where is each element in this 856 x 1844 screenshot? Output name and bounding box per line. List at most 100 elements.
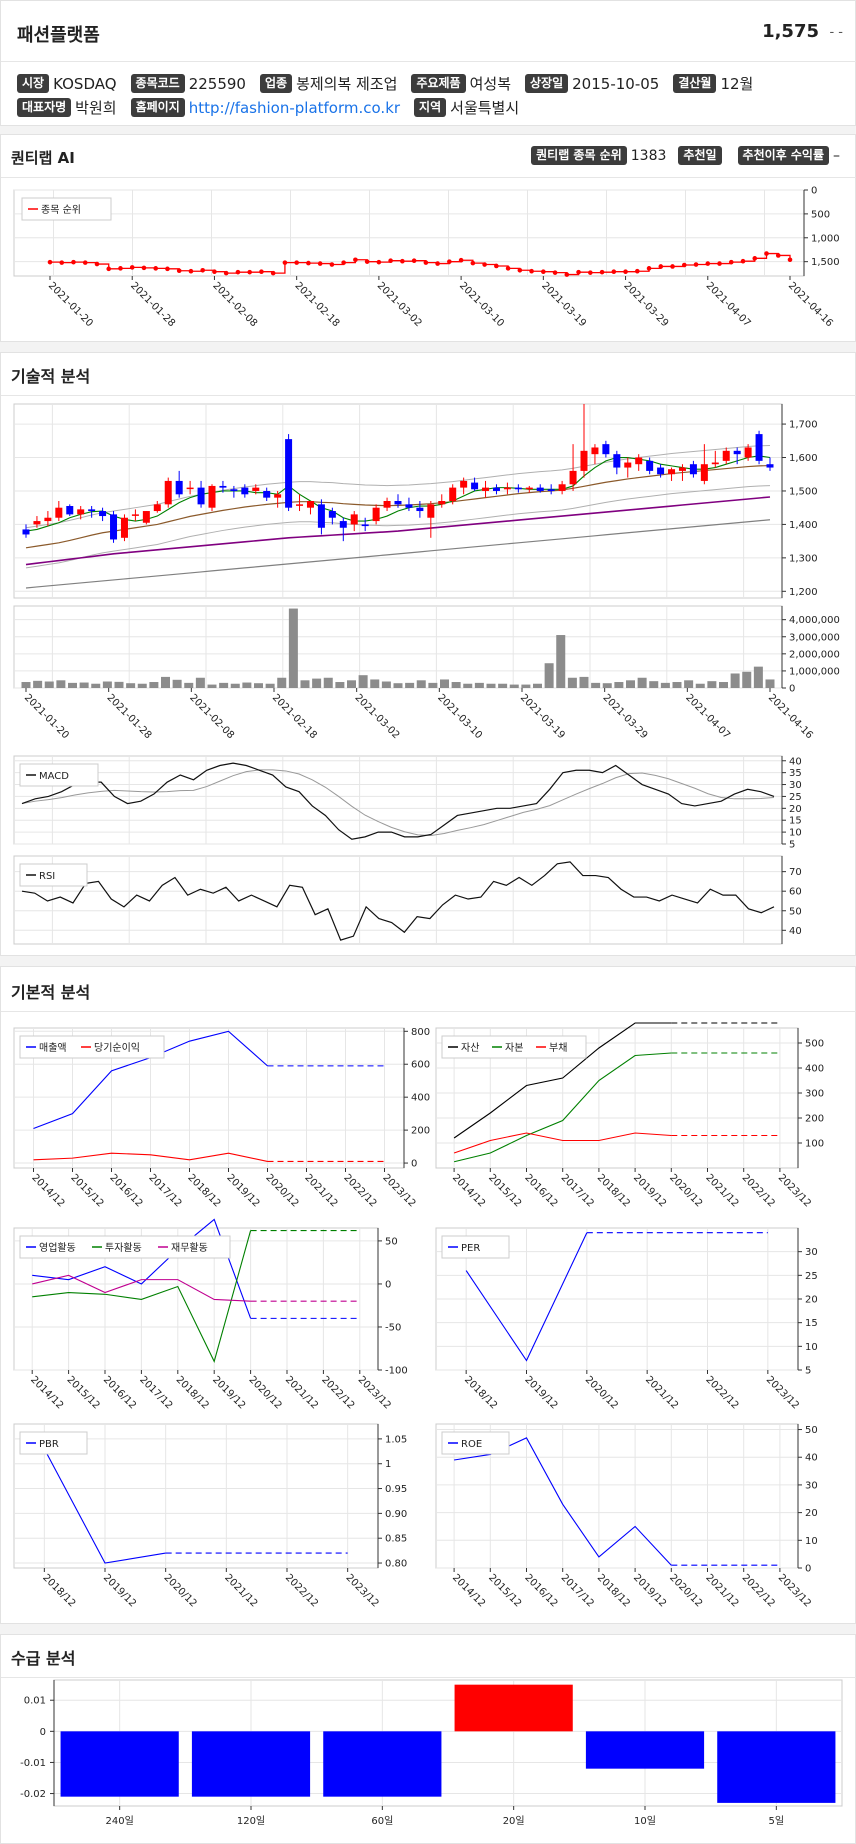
stock-price: 1,575 xyxy=(762,21,819,42)
sales-ytick-label: 200 xyxy=(411,1126,430,1137)
rsi-line xyxy=(21,861,775,941)
rank-point xyxy=(329,262,335,267)
rank-point xyxy=(212,269,217,275)
volume-bar xyxy=(672,682,682,688)
per-legend-label: PER xyxy=(461,1243,480,1254)
price-candle xyxy=(514,487,522,490)
cashflow-legend-label: 재무활동 xyxy=(171,1241,208,1254)
rank-xtick-label: 2021-03-19 xyxy=(539,280,588,329)
sales-xtick-label: 2023/12 xyxy=(380,1172,417,1209)
price-candle xyxy=(624,462,632,468)
pbr-xtick-label: 2023/12 xyxy=(344,1572,381,1609)
volume-bar xyxy=(591,682,601,688)
volume-bar xyxy=(254,683,263,688)
price-ytick-label: 1,500 xyxy=(789,486,818,497)
volume-bar xyxy=(312,678,322,688)
macd-line xyxy=(21,762,775,840)
supply-bar xyxy=(585,1731,705,1769)
pbr-ytick-label: 1 xyxy=(385,1459,391,1470)
price-candle xyxy=(689,464,697,475)
pbr-xtick-label: 2020/12 xyxy=(162,1572,199,1609)
volume-bar xyxy=(358,675,368,688)
assets-legend-label: 자산 xyxy=(461,1042,479,1054)
rank-xtick-label: 2021-02-08 xyxy=(210,280,259,329)
roe-xtick-label: 2017/12 xyxy=(559,1572,596,1609)
rank-legend-label: 종목 순위 xyxy=(41,203,81,216)
rank-point xyxy=(71,259,76,265)
rank-xtick-label: 2021-04-07 xyxy=(704,280,753,329)
roe-ytick-label: 30 xyxy=(805,1480,818,1491)
sales-ytick-label: 800 xyxy=(411,1027,430,1038)
cashflow-ytick-label: 50 xyxy=(385,1236,398,1247)
price-ytick-label: 1,700 xyxy=(789,420,818,431)
sales-xtick-label: 2018/12 xyxy=(185,1172,222,1209)
supply-bar xyxy=(60,1731,179,1797)
fiscal-value: 12월 xyxy=(720,75,754,93)
per-ytick-label: 30 xyxy=(805,1247,818,1258)
assets-xtick-label: 2018/12 xyxy=(595,1172,632,1209)
price-candle xyxy=(131,514,139,516)
ceo-value: 박원희 xyxy=(75,99,117,117)
rank-tag: 퀀티랩 종목 순위 xyxy=(531,146,627,165)
roe-xtick-label: 2016/12 xyxy=(522,1572,559,1609)
volume-xtick-label: 2021-03-10 xyxy=(435,692,484,741)
price-candle xyxy=(44,517,52,522)
cashflow-xtick-label: 2021/12 xyxy=(283,1374,320,1411)
rsi-legend-label: RSI xyxy=(39,871,55,882)
supply-bar xyxy=(717,1731,836,1803)
rank-point xyxy=(47,259,53,265)
price-candle xyxy=(471,482,479,490)
macd-legend-label: MACD xyxy=(39,771,69,782)
volume-bar xyxy=(405,682,415,688)
roe-ytick-label: 40 xyxy=(805,1453,818,1464)
roe-ytick-label: 0 xyxy=(805,1564,811,1575)
rank-point xyxy=(400,258,405,264)
ceo-tag: 대표자명 xyxy=(17,98,72,117)
supply-divider xyxy=(1,1677,856,1678)
cashflow-legend-label: 투자활동 xyxy=(105,1241,142,1254)
price-ytick-label: 1,600 xyxy=(789,453,818,464)
roe-xtick-label: 2019/12 xyxy=(631,1572,668,1609)
rank-value: 1383 xyxy=(630,147,667,164)
rank-xtick-label: 2021-03-29 xyxy=(621,280,670,329)
price-candle xyxy=(449,487,457,501)
price-candle xyxy=(153,504,161,512)
macd-ytick-label: 20 xyxy=(789,804,802,815)
volume-bar xyxy=(463,683,473,688)
roe-ytick-label: 50 xyxy=(805,1425,818,1436)
rank-point xyxy=(247,269,252,275)
per-ytick-label: 15 xyxy=(805,1318,818,1329)
roe-xtick-label: 2015/12 xyxy=(486,1572,523,1609)
volume-bar xyxy=(765,679,775,688)
volume-ytick-label: 3,000,000 xyxy=(789,632,840,643)
sales-xtick-label: 2019/12 xyxy=(224,1172,261,1209)
pbr-xtick-label: 2019/12 xyxy=(101,1572,138,1609)
cashflow-xtick-label: 2022/12 xyxy=(319,1374,356,1411)
price-candle xyxy=(296,504,304,506)
price-candle xyxy=(274,494,282,498)
price-candle xyxy=(197,487,205,505)
rank-xtick-label: 2021-02-18 xyxy=(293,280,342,329)
rank-xtick-label: 2021-03-02 xyxy=(375,280,424,329)
assets-ytick-label: 100 xyxy=(805,1139,824,1150)
price-candle xyxy=(416,507,424,512)
rank-point xyxy=(259,269,264,275)
rank-point xyxy=(223,270,229,276)
price-candle xyxy=(558,484,566,491)
sales-legend-label: 매출액 xyxy=(39,1042,67,1054)
price-candle xyxy=(678,467,686,471)
per-ytick-label: 10 xyxy=(805,1342,818,1353)
homepage-link[interactable]: http://fashion-platform.co.kr xyxy=(188,98,401,117)
cashflow-xtick-label: 2017/12 xyxy=(137,1374,174,1411)
price-ma60 xyxy=(25,496,771,566)
assets-series-1 xyxy=(453,1052,672,1163)
rank-point xyxy=(118,266,123,271)
volume-xtick-label: 2021-04-07 xyxy=(683,692,732,741)
rank-point xyxy=(59,260,65,265)
cashflow-xtick-label: 2015/12 xyxy=(64,1374,101,1411)
rank-point xyxy=(658,264,664,269)
volume-bar xyxy=(68,682,77,688)
price-candle xyxy=(208,485,216,508)
info-row-1: 시장 KOSDAQ 종목코드 225590 업종 봉제의복 제조업 주요제품 여성복 상… xyxy=(17,73,767,94)
rank-point xyxy=(693,262,699,267)
